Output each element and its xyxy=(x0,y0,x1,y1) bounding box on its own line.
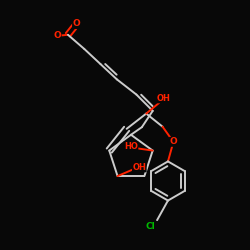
Text: OH: OH xyxy=(157,94,170,103)
Text: O: O xyxy=(73,20,80,28)
Text: O: O xyxy=(53,31,61,40)
Text: HO: HO xyxy=(124,142,138,151)
Text: O: O xyxy=(170,137,177,146)
Text: O: O xyxy=(73,20,80,28)
Text: Cl: Cl xyxy=(146,222,156,231)
Text: OH: OH xyxy=(132,163,146,172)
Text: O: O xyxy=(53,31,61,40)
